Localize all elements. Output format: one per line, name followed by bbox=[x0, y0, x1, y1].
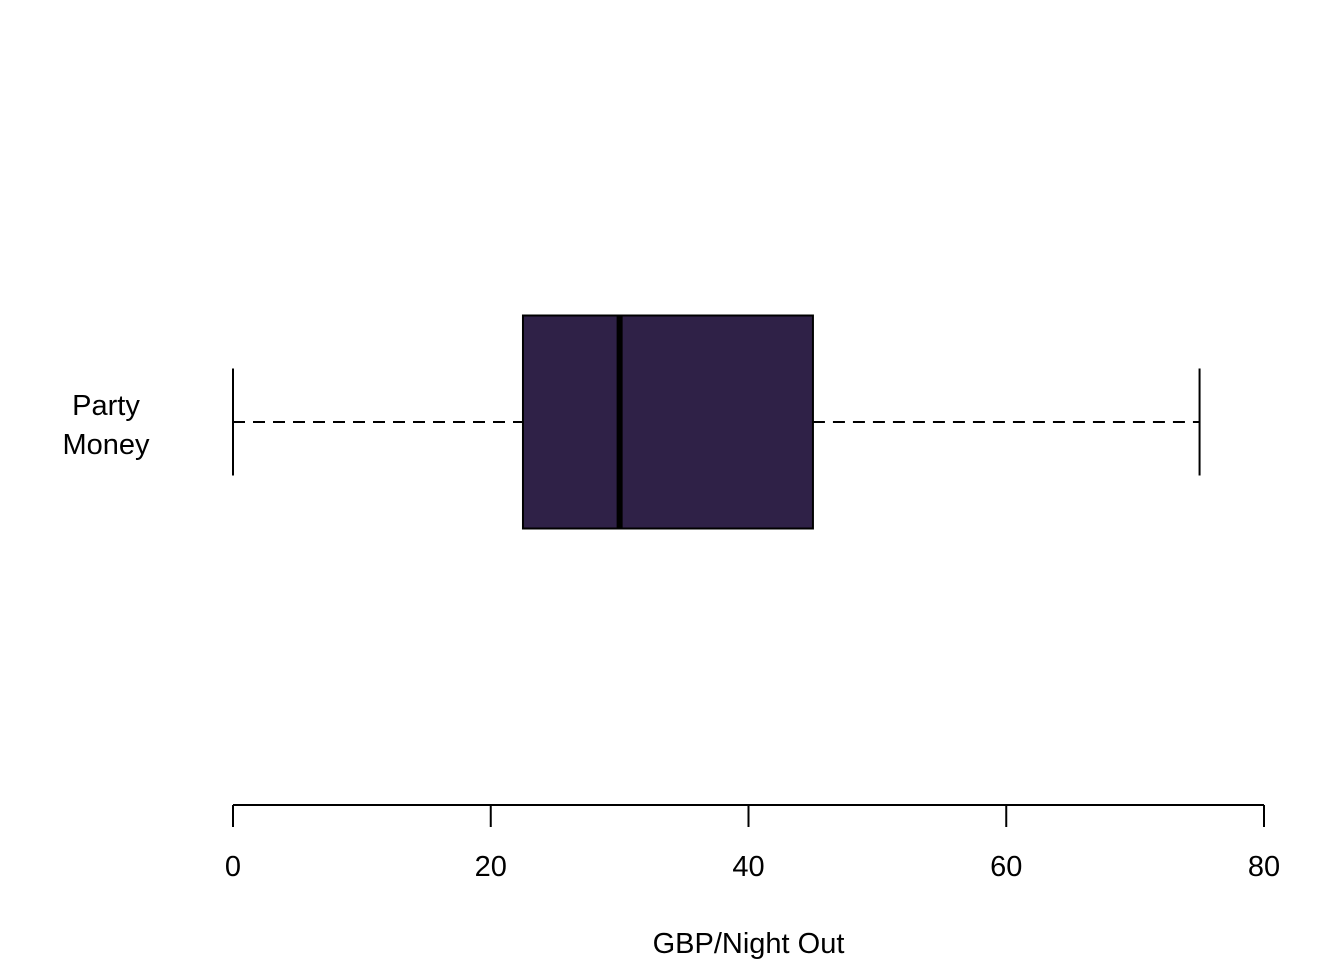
x-tick-label: 60 bbox=[990, 851, 1022, 883]
iqr-box bbox=[521, 314, 814, 530]
category-label-line: Party bbox=[72, 390, 140, 422]
x-axis: 0 20 40 60 80 bbox=[225, 804, 1280, 883]
plot-area: Party Money bbox=[62, 314, 1201, 530]
x-tick-label: 40 bbox=[732, 851, 764, 883]
x-axis-label: GBP/Night Out bbox=[653, 928, 845, 960]
category-label: Party Money bbox=[62, 390, 150, 461]
category-label-line: Money bbox=[62, 429, 150, 461]
x-tick-label: 0 bbox=[225, 851, 241, 883]
x-tick-label: 20 bbox=[475, 851, 507, 883]
x-tick-label: 80 bbox=[1248, 851, 1280, 883]
box-series: Party Money bbox=[62, 314, 1201, 530]
